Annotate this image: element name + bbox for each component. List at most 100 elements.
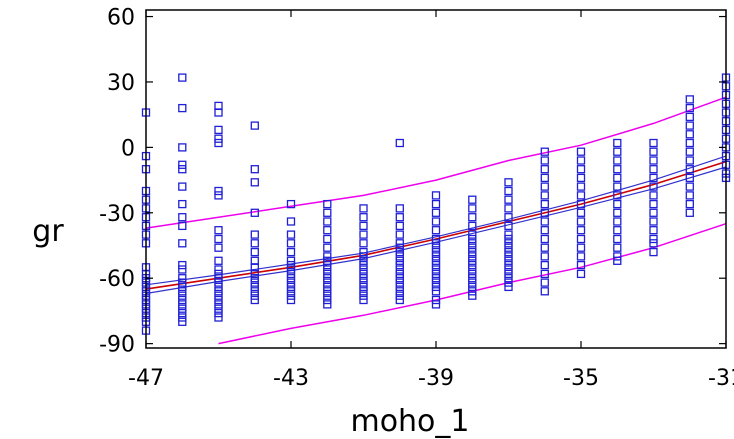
data-point (504, 230, 513, 239)
data-point (214, 234, 223, 244)
data-point (323, 274, 332, 283)
data-point (540, 156, 549, 165)
data-point (504, 204, 513, 213)
data-point (468, 221, 477, 231)
data-point (178, 313, 187, 322)
data-point (178, 160, 187, 169)
data-point (359, 295, 368, 305)
data-point (468, 247, 477, 257)
data-point (431, 269, 441, 279)
data-point (649, 226, 658, 235)
data-point (504, 234, 513, 244)
data-point (431, 295, 441, 305)
data-point (359, 274, 368, 283)
data-point (576, 147, 586, 156)
data-point (359, 291, 368, 300)
data-point (468, 256, 477, 265)
data-point (540, 243, 549, 252)
data-point (359, 252, 368, 261)
data-point (178, 282, 187, 292)
data-point (250, 287, 259, 296)
data-point (359, 278, 368, 287)
data-point (468, 265, 477, 274)
data-point (250, 274, 259, 283)
data-point (359, 265, 368, 274)
data-point (178, 213, 187, 222)
data-point (685, 95, 694, 104)
data-point (468, 234, 477, 244)
data-point (431, 199, 441, 209)
data-point (649, 165, 658, 174)
data-point (214, 287, 223, 296)
data-point (359, 204, 368, 213)
data-point (286, 295, 296, 305)
data-point (323, 300, 332, 309)
data-point (178, 308, 187, 318)
data-point (613, 252, 622, 261)
data-point (286, 217, 296, 226)
data-point (468, 278, 477, 287)
data-point (214, 313, 223, 322)
data-point (286, 282, 296, 292)
data-point (431, 278, 441, 287)
data-point (468, 274, 477, 283)
data-point (323, 260, 332, 270)
data-point (649, 173, 658, 183)
data-point (323, 252, 332, 261)
data-point (286, 269, 296, 279)
data-point (178, 239, 187, 248)
data-point (178, 291, 187, 300)
data-point (649, 239, 658, 248)
data-point (359, 260, 368, 270)
data-point (214, 108, 223, 117)
data-point (250, 295, 259, 305)
data-point (395, 252, 404, 261)
data-point (214, 265, 223, 274)
data-point (649, 208, 658, 217)
data-point (613, 217, 622, 226)
data-point (540, 260, 549, 270)
data-point (395, 213, 404, 222)
data-point (431, 274, 441, 283)
data-point (395, 287, 404, 296)
data-point (540, 182, 549, 191)
data-point (395, 221, 404, 231)
data-point (250, 230, 259, 239)
data-point (576, 269, 586, 279)
data-point (576, 226, 586, 235)
data-point (214, 274, 223, 283)
data-point (323, 226, 332, 235)
data-point (685, 182, 694, 191)
x-tick-label: -31 (708, 366, 734, 391)
data-point (431, 252, 441, 261)
data-point (613, 199, 622, 209)
data-point (178, 199, 187, 209)
data-point (178, 165, 187, 174)
data-point (214, 278, 223, 287)
data-point (431, 287, 441, 296)
data-point (286, 291, 296, 300)
data-point (540, 234, 549, 244)
confidence-limit-upper (145, 155, 727, 286)
data-point (576, 165, 586, 174)
data-point (395, 204, 404, 213)
data-point (178, 103, 187, 113)
data-point (431, 247, 441, 257)
data-point (250, 208, 259, 217)
data-point (685, 147, 694, 156)
data-point (468, 252, 477, 261)
data-point (504, 247, 513, 257)
data-point (178, 221, 187, 231)
data-point (286, 265, 296, 274)
data-point (431, 282, 441, 292)
data-point (468, 243, 477, 252)
data-point (685, 130, 694, 139)
data-point (214, 295, 223, 305)
data-point (250, 165, 259, 174)
data-point (576, 191, 586, 200)
data-point (395, 230, 404, 239)
data-point (576, 217, 586, 226)
data-point (214, 308, 223, 318)
data-point (214, 256, 223, 265)
